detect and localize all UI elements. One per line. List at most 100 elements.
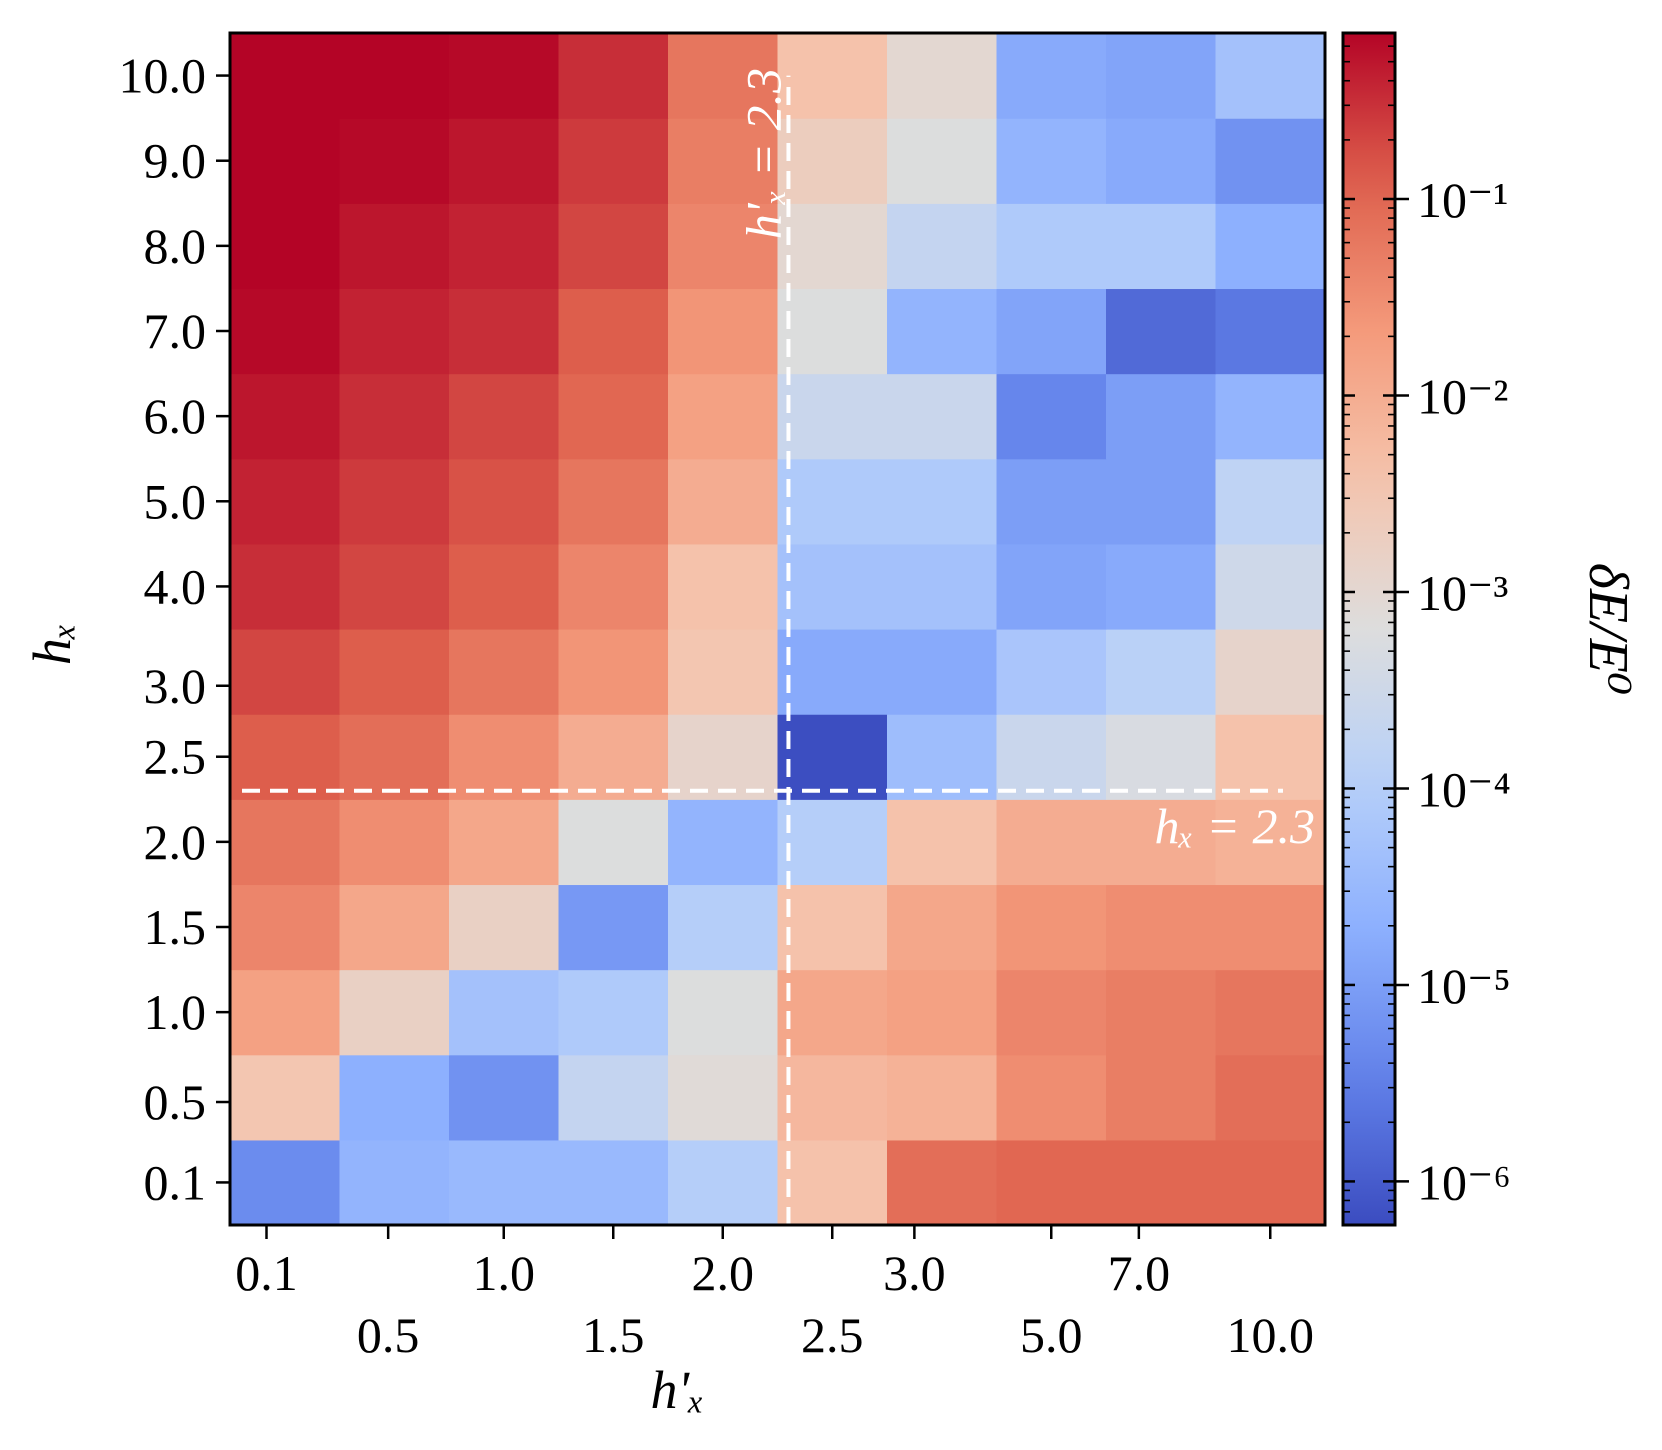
heatmap-cell bbox=[777, 33, 888, 119]
heatmap-cell bbox=[887, 1054, 998, 1141]
heatmap-cell bbox=[996, 203, 1107, 290]
heatmap-cell bbox=[996, 373, 1107, 460]
heatmap-cell bbox=[1106, 629, 1217, 715]
heatmap-cell bbox=[230, 373, 341, 460]
heatmap-cell bbox=[887, 288, 998, 375]
heatmap-cell bbox=[230, 1139, 341, 1226]
colorbar-tick-label: 10⁻² bbox=[1417, 369, 1508, 425]
y-tick-label: 9.0 bbox=[144, 133, 207, 189]
heatmap-cell bbox=[339, 884, 450, 971]
y-tick-label: 10.0 bbox=[119, 48, 207, 104]
heatmap-cell bbox=[777, 629, 888, 715]
heatmap-cell bbox=[449, 799, 560, 886]
x-tick-label: 5.0 bbox=[1020, 1307, 1083, 1363]
colorbar-tick-label: 10⁻⁵ bbox=[1417, 958, 1511, 1014]
heatmap-cell bbox=[996, 543, 1107, 630]
y-tick-label: 4.0 bbox=[144, 558, 207, 614]
heatmap-cell bbox=[1215, 1139, 1326, 1226]
heatmap-cell bbox=[887, 799, 998, 886]
heatmap-cell bbox=[1106, 203, 1217, 290]
heatmap-cell bbox=[339, 543, 450, 630]
heatmap-cell bbox=[668, 543, 779, 630]
heatmap-cell bbox=[887, 373, 998, 460]
heatmap-cell bbox=[996, 1054, 1107, 1141]
heatmap-cell bbox=[1106, 799, 1217, 886]
heatmap-cell bbox=[777, 458, 888, 545]
heatmap-cell bbox=[887, 1139, 998, 1226]
heatmap-cell bbox=[668, 373, 779, 460]
heatmap-cell bbox=[558, 203, 669, 290]
heatmap-cell bbox=[558, 118, 669, 204]
x-tick-label: 0.5 bbox=[357, 1307, 420, 1363]
heatmap-cell bbox=[777, 1139, 888, 1226]
heatmap-cell bbox=[230, 288, 341, 375]
heatmap-cell bbox=[558, 714, 669, 800]
heatmap-cell bbox=[1106, 288, 1217, 375]
heatmap-cell bbox=[1106, 543, 1217, 630]
heatmap-cell bbox=[230, 203, 341, 290]
y-tick-label: 6.0 bbox=[144, 388, 207, 444]
heatmap-cell bbox=[996, 1139, 1107, 1226]
heatmap-cell bbox=[887, 714, 998, 800]
heatmap-cell bbox=[777, 799, 888, 886]
heatmap-cell bbox=[996, 33, 1107, 119]
heatmap-cell bbox=[996, 969, 1107, 1056]
heatmap-cell bbox=[230, 1054, 341, 1141]
heatmap-cell bbox=[558, 33, 669, 119]
heatmap-cell bbox=[668, 714, 779, 800]
heatmap-cell bbox=[1215, 884, 1326, 971]
heatmap-cell bbox=[449, 288, 560, 375]
heatmap-cell bbox=[1106, 118, 1217, 204]
heatmap-cell bbox=[1215, 288, 1326, 375]
heatmap-cell bbox=[1106, 33, 1217, 119]
heatmap-cell bbox=[449, 118, 560, 204]
heatmap-cell bbox=[339, 799, 450, 886]
heatmap-cell bbox=[1215, 203, 1326, 290]
heatmap-cell bbox=[1106, 714, 1217, 800]
heatmap-cell bbox=[668, 1139, 779, 1226]
heatmap-cell bbox=[996, 458, 1107, 545]
heatmap-cell bbox=[668, 799, 779, 886]
colorbar-tick-label: 10⁻³ bbox=[1417, 565, 1508, 621]
heatmap-cell bbox=[1215, 33, 1326, 119]
heatmap-cell bbox=[777, 118, 888, 204]
heatmap-cell bbox=[777, 288, 888, 375]
x-tick-label: 2.5 bbox=[801, 1307, 864, 1363]
colorbar-title: δE/E⁰ bbox=[1577, 563, 1639, 695]
heatmap-cell bbox=[887, 969, 998, 1056]
heatmap-cell bbox=[449, 543, 560, 630]
heatmap-cell bbox=[558, 969, 669, 1056]
heatmap-cell bbox=[230, 458, 341, 545]
heatmap-cell bbox=[558, 629, 669, 715]
heatmap-cell bbox=[230, 799, 341, 886]
y-axis-title: hₓ bbox=[22, 623, 82, 665]
heatmap-cell bbox=[558, 458, 669, 545]
x-tick-label: 1.5 bbox=[582, 1307, 645, 1363]
plot-frame bbox=[228, 31, 1327, 1227]
heatmap-cell bbox=[230, 629, 341, 715]
x-tick-label: 10.0 bbox=[1227, 1307, 1315, 1363]
heatmap-cell bbox=[1106, 373, 1217, 460]
heatmap-cell bbox=[449, 1054, 560, 1141]
heatmap-cell bbox=[1215, 714, 1326, 800]
heatmap-cell bbox=[1215, 543, 1326, 630]
heatmap-cell bbox=[339, 373, 450, 460]
heatmap-cell bbox=[1215, 1054, 1326, 1141]
heatmap-cell bbox=[339, 458, 450, 545]
heatmap-cell bbox=[558, 288, 669, 375]
heatmap-cell bbox=[449, 629, 560, 715]
heatmap-cell bbox=[1215, 629, 1326, 715]
heatmap-cell bbox=[887, 118, 998, 204]
x-tick-label: 2.0 bbox=[692, 1245, 755, 1301]
heatmap-cell bbox=[449, 458, 560, 545]
heatmap-cell bbox=[339, 1054, 450, 1141]
y-tick-label: 1.5 bbox=[144, 899, 207, 955]
y-axis-ticks: 0.1 0.5 1.0 1.5 2.0 2.5 3.0 4.0 5.0 6.0 7.0 8.0 9.0 1… bbox=[119, 48, 230, 1210]
colorbar-tick-label: 10⁻¹ bbox=[1417, 172, 1508, 228]
heatmap-cell bbox=[1106, 884, 1217, 971]
x-tick-label: 1.0 bbox=[473, 1245, 536, 1301]
heatmap-cell bbox=[339, 203, 450, 290]
heatmap-cell bbox=[1215, 458, 1326, 545]
y-tick-label: 2.5 bbox=[144, 729, 207, 785]
